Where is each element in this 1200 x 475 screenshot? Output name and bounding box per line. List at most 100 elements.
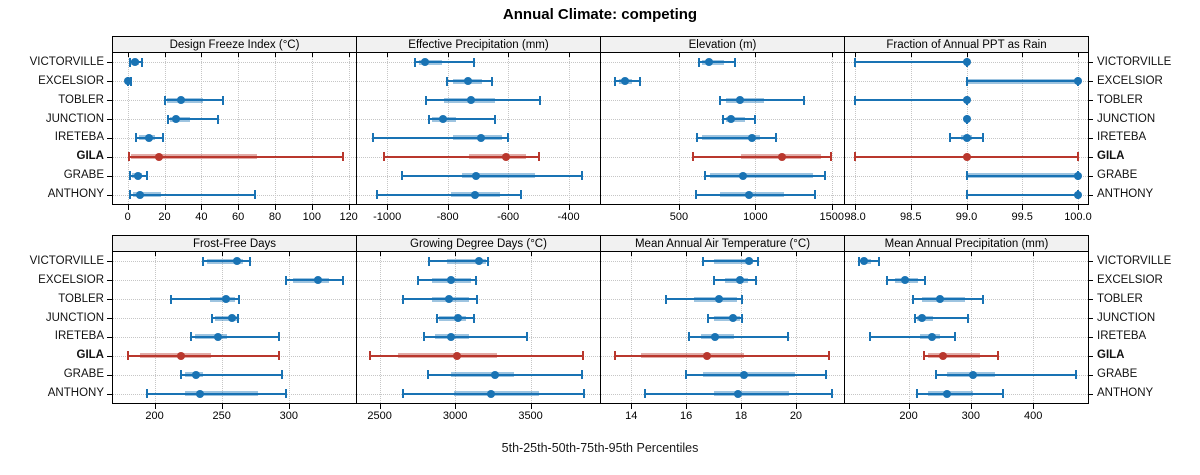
x-tick-label: 100.0	[1064, 211, 1092, 223]
site-label-right: GILA	[1097, 349, 1125, 362]
whisker-cap-95th	[755, 275, 758, 285]
site-label-right: VICTORVILLE	[1097, 55, 1172, 68]
site-label-right: EXCELSIOR	[1097, 74, 1163, 87]
x-tick-top	[455, 252, 457, 256]
panel-title: Fraction of Annual PPT as Rain	[886, 38, 1047, 51]
median-dot	[860, 257, 869, 266]
x-tick-label: 3000	[442, 410, 468, 422]
range-line-5-95	[286, 279, 343, 282]
median-dot	[917, 314, 926, 323]
whisker-cap-5th	[694, 190, 697, 200]
iqr-bar-25-75	[170, 116, 191, 122]
x-tick-label: -600	[497, 211, 520, 223]
whisker-cap-5th	[965, 171, 968, 181]
x-tick-top	[288, 252, 290, 256]
range-line-5-95	[168, 118, 218, 121]
whisker-cap-95th	[954, 332, 957, 342]
range-line-5-95	[869, 335, 956, 338]
y-tick	[107, 336, 112, 338]
whisker-cap-95th	[786, 332, 789, 342]
gridline-v	[447, 53, 449, 204]
gridline-v	[795, 252, 797, 403]
y-tick	[1088, 175, 1093, 177]
range-line-5-95	[403, 298, 477, 301]
x-tick-label: 3500	[518, 410, 543, 422]
median-dot	[962, 115, 971, 124]
y-tick	[107, 355, 112, 357]
median-dot	[491, 370, 500, 379]
whisker-cap-5th	[692, 152, 694, 162]
range-line-5-95	[688, 335, 788, 338]
gridline-h	[113, 62, 356, 64]
site-label-right: TOBLER	[1097, 93, 1143, 106]
x-tick-label: 20	[789, 410, 803, 422]
median-dot	[447, 332, 456, 341]
whisker-cap-5th	[704, 171, 707, 181]
whisker-cap-95th	[878, 256, 881, 266]
panel-plot-area	[844, 251, 1089, 404]
range-line-5-95	[696, 136, 777, 139]
gridline-v	[154, 252, 156, 403]
whisker-cap-5th	[402, 389, 405, 399]
whisker-cap-95th	[520, 190, 523, 200]
whisker-cap-95th	[161, 133, 164, 143]
y-tick	[1088, 137, 1093, 139]
y-tick	[107, 100, 112, 102]
chart-title: Annual Climate: competing	[502, 6, 698, 23]
range-line-5-95	[369, 354, 584, 357]
iqr-bar-25-75	[131, 154, 257, 160]
x-tick-top	[154, 252, 156, 256]
gridline-v	[755, 53, 757, 204]
gridline-v	[221, 252, 223, 403]
whisker-cap-5th	[426, 370, 429, 380]
gridline-h	[357, 299, 600, 301]
x-tick	[1033, 404, 1035, 409]
median-dot	[124, 77, 133, 86]
x-tick	[238, 205, 240, 210]
site-label-left: GILA	[76, 349, 104, 362]
x-tick-top	[686, 252, 688, 256]
iqr-bar-25-75	[139, 353, 211, 359]
median-dot	[314, 276, 323, 285]
median-dot	[777, 152, 786, 161]
whisker-cap-5th	[707, 313, 710, 323]
x-tick-top	[508, 53, 510, 57]
gridline-v	[910, 53, 912, 204]
iqr-bar-25-75	[194, 334, 228, 340]
median-dot	[1073, 77, 1082, 86]
x-tick-label: 200	[899, 410, 918, 422]
whisker-cap-5th	[965, 76, 968, 86]
x-tick-label: 500	[669, 211, 689, 223]
x-tick-label: 40	[195, 211, 208, 223]
panel-plot-area	[600, 251, 845, 404]
site-label-left: VICTORVILLE	[29, 254, 104, 267]
x-tick-top	[908, 252, 910, 256]
median-dot	[900, 276, 909, 285]
whisker-cap-95th	[278, 332, 281, 342]
whisker-cap-95th	[248, 256, 251, 266]
panel: Fraction of Annual PPT as Rain 98.0 98.5 99…	[844, 36, 1092, 223]
range-line-5-95	[377, 193, 522, 196]
whisker-cap-95th	[281, 370, 284, 380]
whisker-cap-95th	[491, 76, 494, 86]
whisker-cap-95th	[472, 313, 475, 323]
whisker-cap-5th	[913, 313, 916, 323]
gridline-h	[357, 318, 600, 320]
panel-title: Design Freeze Index (°C)	[169, 38, 300, 51]
x-tick-label: 99.0	[955, 211, 978, 223]
median-dot	[476, 133, 485, 142]
x-tick-top	[447, 53, 449, 57]
gridline-v	[908, 252, 910, 403]
whisker-cap-5th	[417, 275, 420, 285]
site-label-right: GILA	[1097, 150, 1125, 163]
site-label-right: EXCELSIOR	[1097, 273, 1163, 286]
y-tick	[107, 156, 112, 158]
median-dot	[171, 115, 180, 124]
whisker-cap-95th	[814, 190, 817, 200]
whisker-cap-5th	[425, 95, 428, 105]
whisker-cap-5th	[423, 332, 426, 342]
whisker-cap-95th	[475, 294, 478, 304]
whisker-cap-95th	[253, 190, 256, 200]
range-line-5-95	[722, 118, 755, 121]
